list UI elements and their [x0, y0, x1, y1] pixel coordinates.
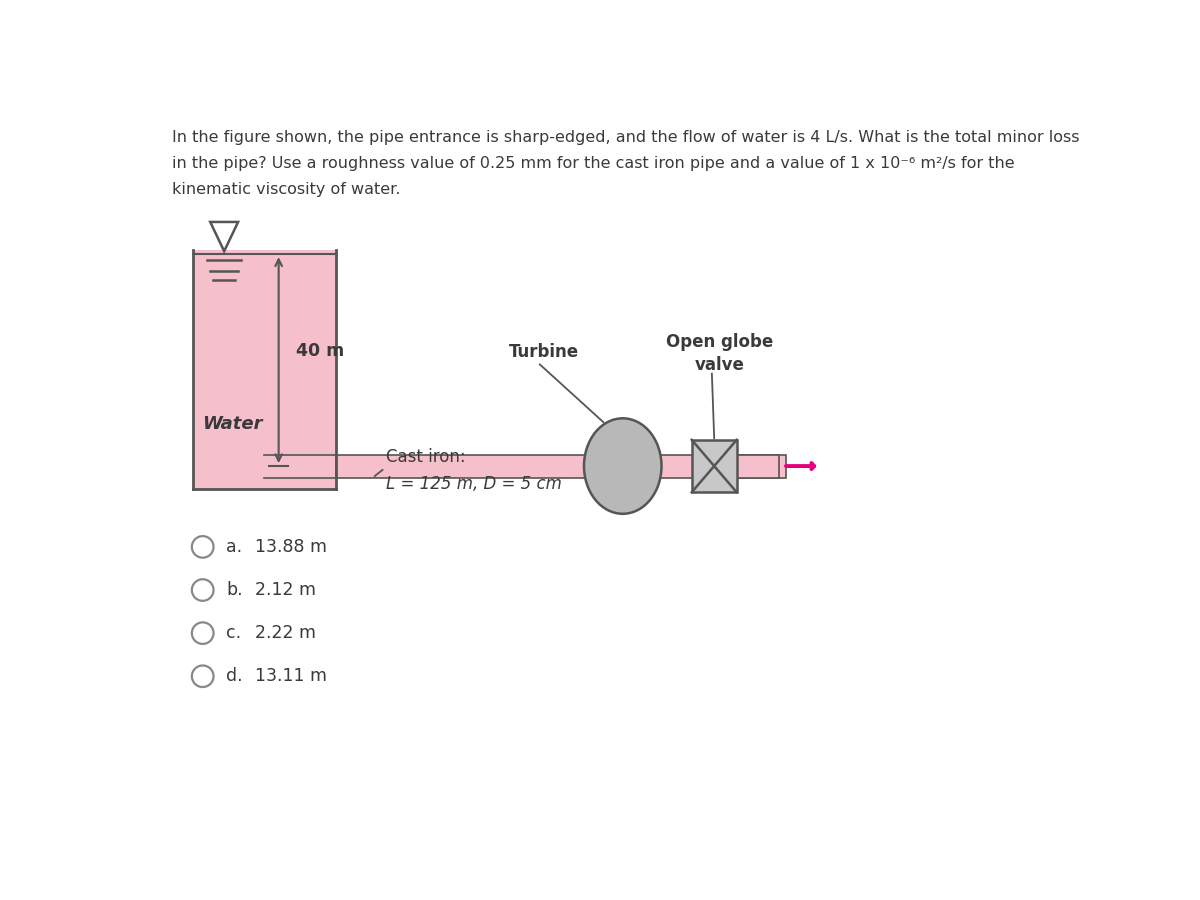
Bar	[691, 440, 737, 492]
Text: kinematic viscosity of water.: kinematic viscosity of water.	[172, 182, 401, 197]
Circle shape	[192, 623, 214, 644]
Bar	[336, 454, 786, 478]
Text: c.: c.	[226, 624, 241, 642]
Text: d.: d.	[226, 667, 242, 685]
Circle shape	[192, 536, 214, 558]
Text: 40 m: 40 m	[295, 342, 344, 360]
Ellipse shape	[584, 418, 661, 514]
Text: valve: valve	[695, 356, 744, 373]
Text: 13.88 m: 13.88 m	[256, 538, 328, 556]
Bar	[193, 250, 336, 490]
Text: 2.22 m: 2.22 m	[256, 624, 317, 642]
Polygon shape	[210, 222, 238, 251]
Text: 2.12 m: 2.12 m	[256, 581, 317, 599]
Text: Turbine: Turbine	[509, 343, 578, 361]
Text: L = 125 m, D = 5 cm: L = 125 m, D = 5 cm	[386, 475, 563, 493]
Text: a.: a.	[226, 538, 242, 556]
Text: Cast iron:: Cast iron:	[386, 448, 466, 466]
Text: 13.11 m: 13.11 m	[256, 667, 328, 685]
Text: In the figure shown, the pipe entrance is sharp-edged, and the flow of water is : In the figure shown, the pipe entrance i…	[172, 130, 1079, 145]
Text: b.: b.	[226, 581, 242, 599]
Circle shape	[192, 665, 214, 687]
Text: Water: Water	[202, 415, 263, 433]
Circle shape	[192, 580, 214, 601]
Text: Open globe: Open globe	[666, 333, 773, 351]
Text: in the pipe? Use a roughness value of 0.25 mm for the cast iron pipe and a value: in the pipe? Use a roughness value of 0.…	[172, 156, 1014, 171]
Bar	[737, 454, 779, 478]
